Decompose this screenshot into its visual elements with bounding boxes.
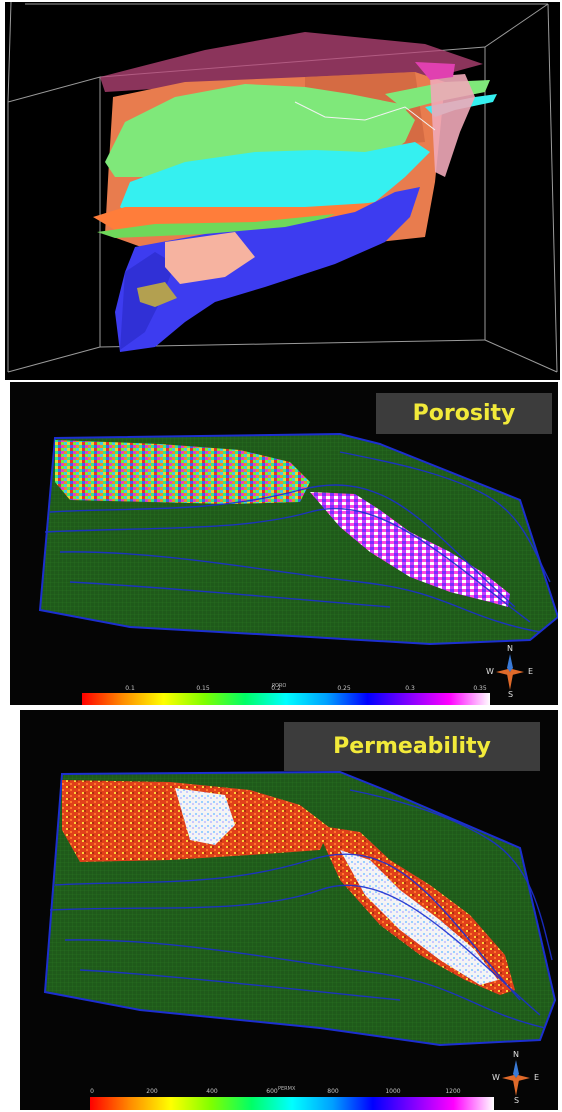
geologic-surfaces-drawing — [7, 2, 558, 373]
compass-e: E — [534, 1073, 540, 1082]
porosity-colorbar — [82, 693, 490, 705]
permeability-channel-core — [340, 850, 498, 985]
compass-rose-icon: N W E S — [492, 1050, 539, 1105]
white-trace — [294, 101, 436, 131]
contour-lines — [49, 789, 553, 1029]
geologic-model-3d-view — [5, 2, 560, 380]
horizon-blue-body — [115, 187, 420, 352]
permeability-tick: 0 — [90, 1088, 94, 1095]
permeability-tick: 200 — [146, 1088, 158, 1095]
salmon-block — [165, 232, 255, 284]
compass-s: S — [508, 690, 514, 699]
horizon-cyan — [120, 142, 430, 218]
porosity-title: Porosity — [376, 393, 552, 434]
permeability-tick: 400 — [206, 1088, 218, 1095]
permeability-grid-view — [43, 770, 557, 1047]
tan-patch — [137, 282, 177, 307]
porosity-tick: 0.2 — [271, 685, 281, 692]
porosity-high-zone — [55, 440, 310, 504]
compass-s: S — [514, 1096, 520, 1105]
porosity-tick: 0.3 — [405, 685, 415, 692]
porosity-panel: Porosity PORO 0.1 0.15 0.2 0.25 0.3 0.35… — [10, 382, 558, 705]
permeability-tick: 1200 — [445, 1088, 461, 1095]
porosity-tick: 0.15 — [196, 685, 210, 692]
horizon-orange-layer — [93, 198, 405, 230]
porosity-tick: 0.25 — [337, 685, 351, 692]
permeability-colorbar-label: PERMX — [278, 1086, 296, 1092]
permeability-tick: 800 — [327, 1088, 339, 1095]
permeability-panel: Permeability PERMX 0 200 400 600 800 100… — [20, 710, 558, 1110]
compass-rose-icon: N W E S — [486, 644, 533, 699]
horizon-green-thin — [97, 214, 335, 238]
permeability-tick: 1000 — [385, 1088, 401, 1095]
contour-lines — [44, 451, 551, 633]
porosity-colorbar-label: PORO — [272, 683, 287, 689]
porosity-tick: 0.35 — [473, 685, 487, 692]
magenta-edge — [415, 62, 455, 80]
compass-n: N — [513, 1050, 519, 1059]
compass-n: N — [507, 644, 513, 653]
permeability-colorbar — [90, 1097, 494, 1110]
porosity-grid-view — [38, 432, 558, 646]
compass-w: W — [486, 667, 494, 676]
permeability-title: Permeability — [284, 722, 540, 771]
right-pink-block — [430, 74, 475, 177]
permeability-tick: 600 — [266, 1088, 278, 1095]
permeability-white-band — [175, 788, 235, 845]
compass-w: W — [492, 1073, 500, 1082]
porosity-channel — [310, 492, 510, 607]
compass-e: E — [528, 667, 534, 676]
porosity-tick: 0.1 — [125, 685, 135, 692]
